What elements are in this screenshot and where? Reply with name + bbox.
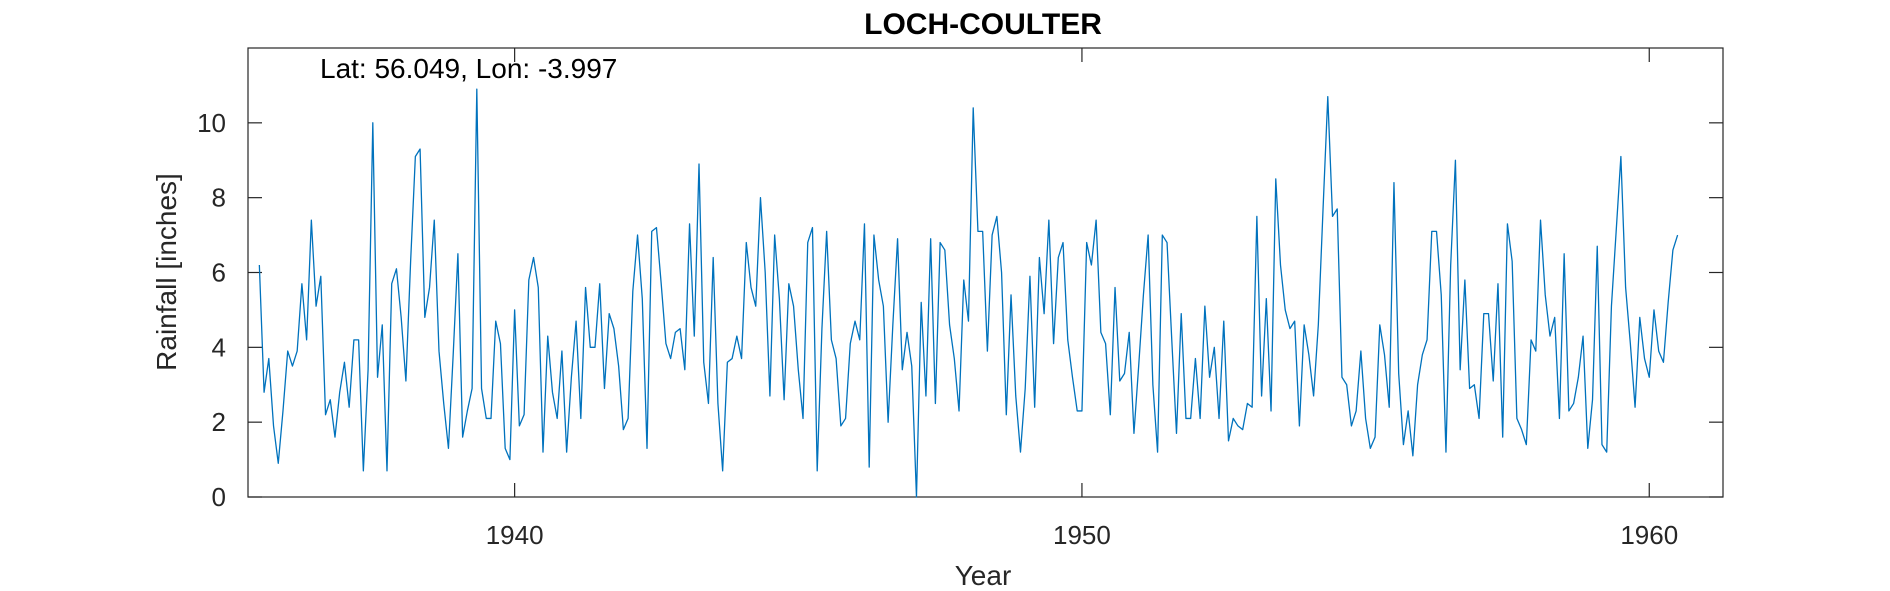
station-coordinates-annotation: Lat: 56.049, Lon: -3.997: [320, 53, 617, 84]
y-axis-ticks: 0 2 4 6 8 10: [197, 108, 1723, 512]
x-axis-ticks: 1940 1950 1960: [486, 48, 1678, 550]
y-tick-label: 2: [212, 407, 226, 437]
y-axis-label: Rainfall [inches]: [151, 173, 182, 371]
y-tick-label: 4: [212, 332, 226, 362]
plot-area: [247, 47, 1724, 498]
y-tick-label: 10: [197, 108, 226, 138]
x-tick-label: 1940: [486, 520, 544, 550]
x-axis-label: Year: [955, 560, 1012, 591]
y-tick-label: 8: [212, 183, 226, 213]
x-tick-label: 1950: [1053, 520, 1111, 550]
series-layer: [258, 88, 1679, 498]
y-tick-label: 6: [212, 258, 226, 288]
x-tick-label: 1960: [1620, 520, 1678, 550]
y-tick-label: 0: [212, 482, 226, 512]
chart-title: LOCH-COULTER: [864, 8, 1102, 41]
rainfall-series-line: [258, 88, 1679, 498]
